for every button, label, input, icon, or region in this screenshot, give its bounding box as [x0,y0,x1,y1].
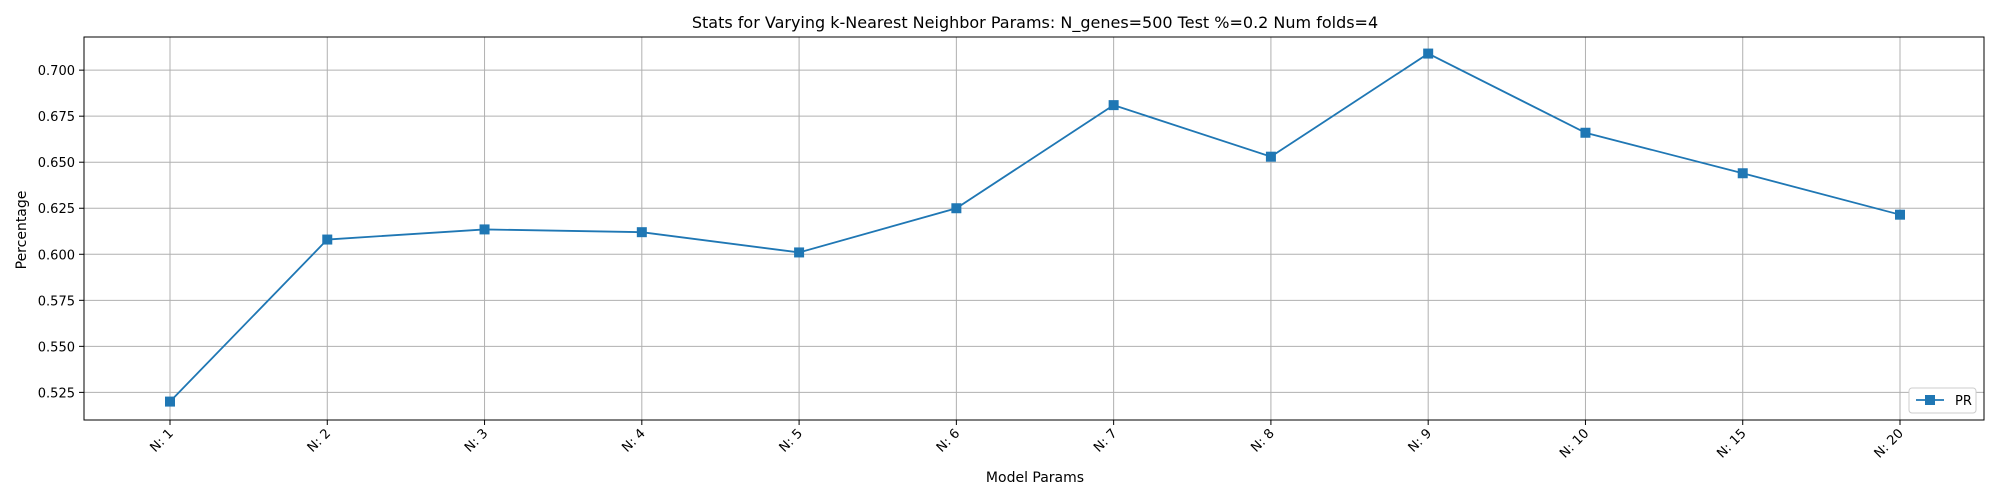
data-point [1265,151,1276,162]
data-point [165,396,175,407]
x-tick-label: N: 7 [1091,426,1120,455]
x-tick-label: N: 6 [934,426,963,455]
x-tick-label: N: 15 [1714,426,1749,461]
plot-frame [83,36,1985,421]
series-group [165,48,1905,407]
x-tick-label: N: 8 [1248,426,1277,455]
y-axis-label: Percentage [14,191,30,270]
y-tick-label: 0.550 [38,340,75,355]
y-tick-label: 0.525 [38,386,75,401]
legend-marker [1925,395,1935,405]
data-point [636,227,647,238]
y-tick-label: 0.575 [38,294,75,309]
data-point [1108,100,1119,111]
y-tick-label: 0.650 [38,156,75,171]
x-tick-label: N: 4 [619,426,648,455]
data-point [1737,168,1748,179]
y-tick-label: 0.675 [38,110,75,125]
data-point [1580,127,1591,138]
y-tick-label: 0.625 [38,202,75,217]
x-tick-label: N: 3 [462,426,491,455]
y-tick-label: 0.600 [38,248,75,263]
x-tick-label: N: 1 [147,426,176,455]
x-tick-label: N: 2 [305,426,334,455]
data-point [794,247,805,258]
x-tick-label: N: 5 [777,426,806,455]
x-tick-label: N: 20 [1872,426,1907,461]
chart-title: Stats for Varying k-Nearest Neighbor Par… [692,13,1378,33]
data-point [1423,48,1434,59]
legend-label: PR [1955,394,1972,409]
data-point [322,234,333,245]
series-line [169,52,1901,403]
y-tick-label: 0.700 [38,64,75,79]
data-point [1895,209,1905,220]
data-point [479,224,490,235]
x-tick-label: N: 10 [1557,426,1592,461]
grid [84,37,1984,420]
x-axis: N: 1 N: 2 N: 3 N: 4 N: 5 N: 6 N: 7 N: 8 N: 9 N: 1… [147,420,1907,461]
x-tick-label: N: 9 [1406,426,1435,455]
x-axis-label: Model Params [986,470,1084,486]
data-point [951,203,962,214]
legend: PR [1908,387,1977,414]
y-axis: 0.525 0.550 0.575 0.600 0.625 0.650 0.675 0.700 [38,64,84,401]
